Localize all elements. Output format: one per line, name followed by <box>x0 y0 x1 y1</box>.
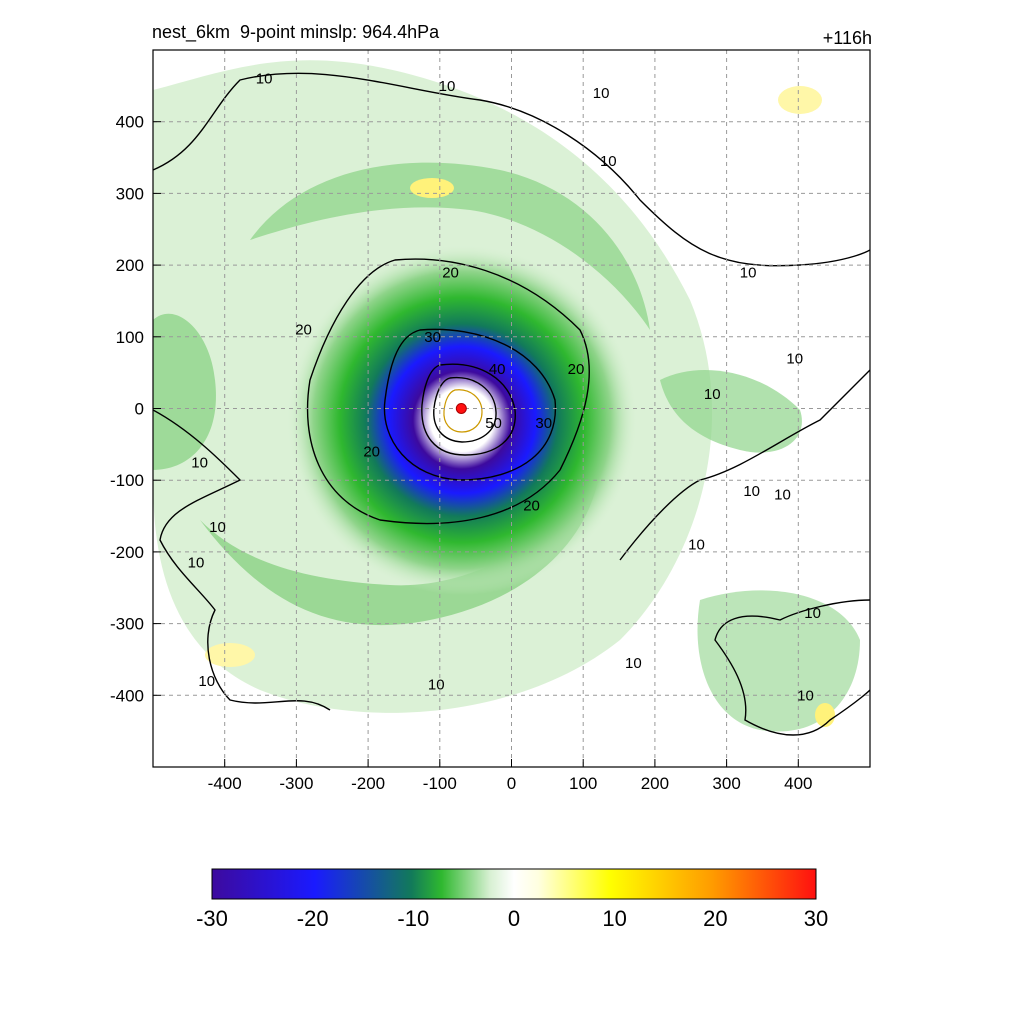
contour-label: 10 <box>786 350 803 367</box>
contour-core-ring <box>443 389 483 433</box>
contour-label: 20 <box>523 497 540 514</box>
storm-center-marker <box>455 403 467 414</box>
contour-label: 10 <box>797 687 814 704</box>
x-tick-label: 200 <box>641 774 669 793</box>
contour-labels: 10 10 10 10 10 10 10 10 10 10 10 10 10 10 10 10 10 10 20 20… <box>188 71 821 705</box>
forecast-hour-label: +116h <box>822 28 872 48</box>
contour-label: 20 <box>568 361 585 378</box>
y-tick-label: -100 <box>110 471 144 490</box>
contour-label: 20 <box>363 444 380 461</box>
x-tick-label: -400 <box>208 774 242 793</box>
y-tick-label: 300 <box>116 184 144 203</box>
contour-label: 10 <box>743 483 760 500</box>
contour-label: 10 <box>625 655 642 672</box>
colorbar-tick-label: 30 <box>804 906 828 931</box>
y-tick-label: 0 <box>135 400 144 419</box>
axis-ticks: -400 -300 -200 -100 0 100 200 300 40040030020010… <box>110 113 813 793</box>
shade-vortex-core <box>287 245 637 595</box>
contour-label: 10 <box>704 386 721 403</box>
shade-southeast-patch <box>697 590 860 732</box>
y-tick-label: 200 <box>116 256 144 275</box>
y-tick-label: -400 <box>110 686 144 705</box>
shade-positive-southwest <box>205 643 255 667</box>
colorbar-tick-label: -20 <box>297 906 329 931</box>
contour-label: 10 <box>428 677 445 694</box>
contour-label: 30 <box>535 415 552 432</box>
contour-30 <box>383 328 557 481</box>
contour-label: 10 <box>774 487 791 504</box>
contour-label: 10 <box>188 555 205 572</box>
contour-label: 10 <box>804 605 821 622</box>
shade-east-patch <box>660 370 802 453</box>
y-tick-label: -300 <box>110 615 144 634</box>
contour-10-east <box>619 369 870 561</box>
contour-label: 40 <box>489 361 506 378</box>
x-tick-label: 300 <box>712 774 740 793</box>
x-tick-label: -200 <box>351 774 385 793</box>
y-tick-label: 100 <box>116 328 144 347</box>
contour-label: 10 <box>688 537 705 554</box>
contour-label: 10 <box>439 78 456 95</box>
contour-50 <box>433 376 497 443</box>
x-tick-label: -300 <box>279 774 313 793</box>
contour-label: 20 <box>442 264 459 281</box>
colorbar-tick-label: 10 <box>602 906 626 931</box>
contour-label: 10 <box>191 454 208 471</box>
contour-10-southeast <box>714 599 870 736</box>
shade-positive-northeast <box>778 86 822 114</box>
colorbar-frame <box>211 868 817 900</box>
y-tick-label: -200 <box>110 543 144 562</box>
shade-spiral-band-north <box>250 162 650 330</box>
contour-label: 10 <box>740 264 757 281</box>
contour-core <box>443 389 483 433</box>
contour-10-west <box>153 409 331 711</box>
x-tick-label: -100 <box>423 774 457 793</box>
colorbar <box>212 869 816 899</box>
colorbar-tick-label: 20 <box>703 906 727 931</box>
shaded-field <box>153 60 860 732</box>
colorbar-tick-label: -30 <box>196 906 228 931</box>
chart-title: nest_6km 9-point minslp: 964.4hPa <box>152 22 440 42</box>
y-tick-label: 400 <box>116 113 144 132</box>
shade-positive-southeast <box>815 703 835 727</box>
contour-label: 10 <box>198 673 215 690</box>
contour-40 <box>421 363 516 456</box>
contour-label: 20 <box>295 322 312 339</box>
contour-label: 10 <box>593 85 610 102</box>
contour-20 <box>306 258 590 525</box>
shade-positive-north <box>410 178 454 198</box>
contour-label: 30 <box>424 329 441 346</box>
x-tick-label: 0 <box>507 774 516 793</box>
x-tick-label: 100 <box>569 774 597 793</box>
shade-west-band <box>153 313 216 470</box>
contour-label: 10 <box>256 71 273 88</box>
contour-label: 10 <box>209 519 226 536</box>
colorbar-labels: -30 -20 -10 0 10 20 30 <box>196 906 828 931</box>
colorbar-tick-label: 0 <box>508 906 520 931</box>
x-tick-label: 400 <box>784 774 812 793</box>
colorbar-tick-label: -10 <box>397 906 429 931</box>
contour-label: 50 <box>485 415 502 432</box>
contour-label: 10 <box>600 153 617 170</box>
